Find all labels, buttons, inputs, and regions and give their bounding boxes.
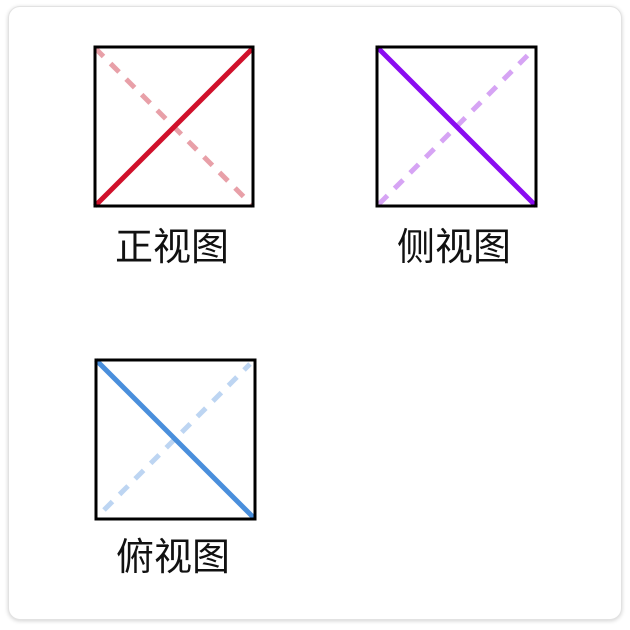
top-view-dashed-diagonal [102, 362, 252, 512]
front-view-label: 正视图 [114, 225, 229, 269]
top-view-figure [94, 358, 257, 521]
front-view-frame [93, 45, 255, 208]
top-view-label: 俯视图 [115, 535, 230, 579]
front-view: 正视图 [87, 40, 257, 270]
side-view-figure [375, 45, 538, 208]
side-view: 侧视图 [369, 40, 539, 270]
side-view-solid-diagonal [375, 45, 538, 208]
front-view-solid-diagonal [93, 46, 255, 208]
top-view-frame [94, 358, 257, 521]
front-view-figure [93, 45, 255, 208]
top-view: 俯视图 [88, 352, 258, 582]
side-view-label: 侧视图 [396, 225, 511, 269]
side-view-frame [375, 45, 538, 208]
top-view-solid-diagonal [94, 358, 256, 520]
